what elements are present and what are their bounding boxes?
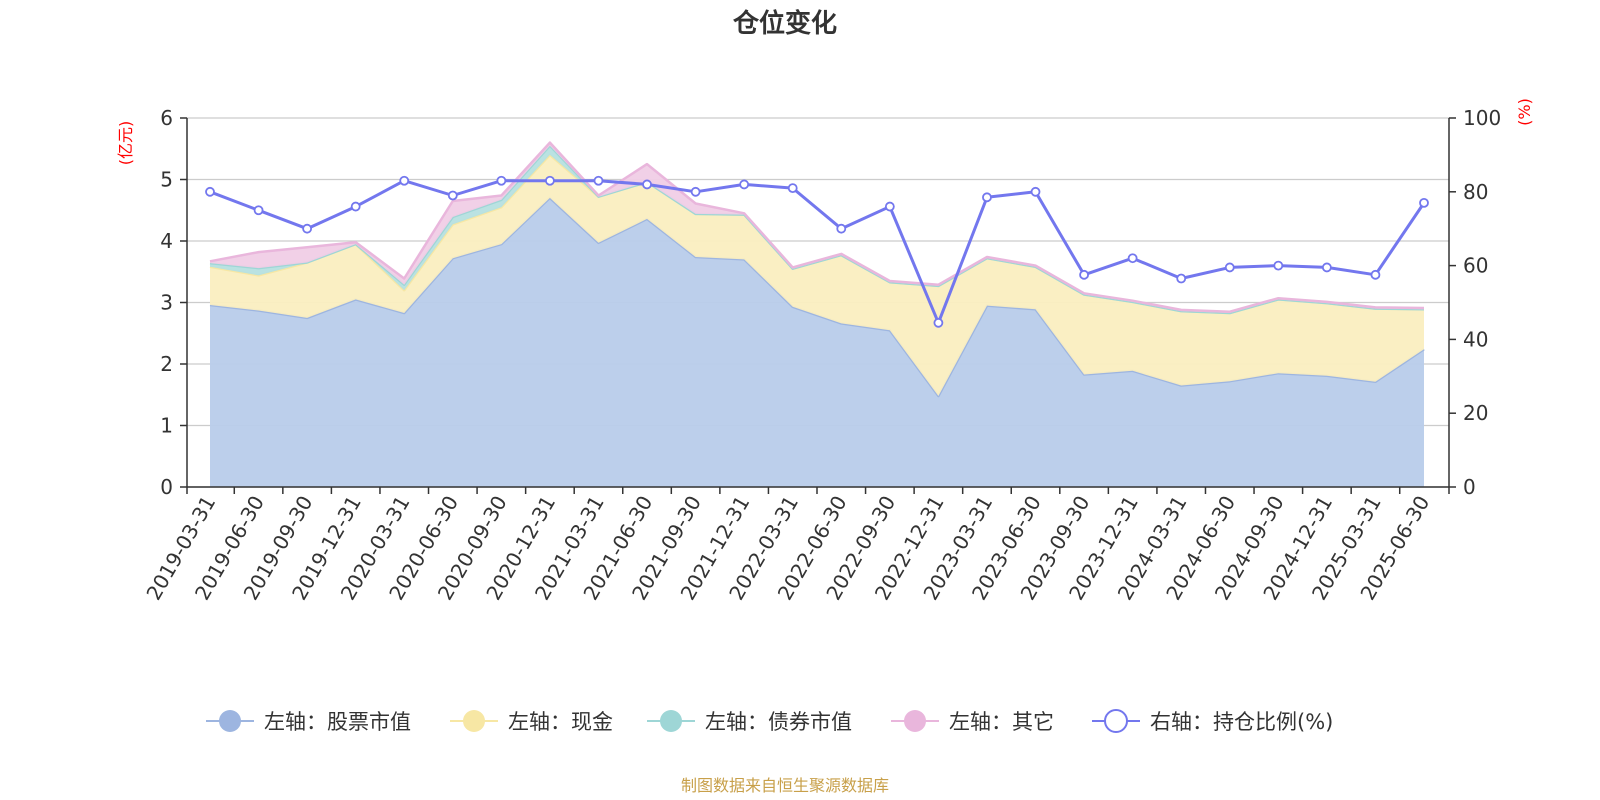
left-tick-label: 6	[160, 106, 173, 130]
area-series-2	[210, 154, 1424, 396]
ratio-point[interactable]	[545, 175, 555, 186]
ratio-point[interactable]	[1224, 262, 1235, 273]
ratio-point[interactable]	[253, 205, 264, 216]
legend-item-3[interactable]: 左轴：债券市值	[647, 710, 852, 734]
left-tick-label: 0	[160, 475, 173, 499]
left-tick-label: 4	[160, 229, 173, 253]
legend-marker-icon	[463, 710, 485, 732]
ratio-point[interactable]	[205, 186, 215, 197]
ratio-point[interactable]	[1370, 269, 1381, 280]
ratio-point[interactable]	[787, 183, 798, 194]
ratio-point[interactable]	[1176, 273, 1187, 284]
legend-marker-icon	[660, 710, 682, 732]
ratio-point[interactable]	[642, 179, 652, 190]
right-tick-label: 40	[1463, 327, 1488, 351]
right-tick-label: 0	[1463, 475, 1476, 499]
legend-marker-icon	[219, 710, 241, 732]
ratio-point[interactable]	[350, 201, 361, 212]
ratio-point[interactable]	[1030, 186, 1041, 197]
ratio-point[interactable]	[982, 192, 992, 203]
ratio-point[interactable]	[884, 201, 895, 212]
right-tick-label: 20	[1463, 401, 1488, 425]
legend-item-4[interactable]: 左轴：其它	[891, 710, 1054, 734]
ratio-line-path	[209, 179, 1426, 325]
legend-label: 右轴：持仓比例(%)	[1150, 710, 1333, 734]
chart-title: 仓位变化	[732, 8, 837, 39]
legend[interactable]: 左轴：股票市值 左轴：现金 左轴：债券市值 左轴：其它 右轴：持仓比例(%)	[206, 709, 1333, 734]
legend-label: 左轴：其它	[949, 710, 1054, 734]
area-series-4	[210, 142, 1424, 313]
legend-item-1[interactable]: 左轴：股票市值	[206, 710, 411, 734]
ratio-point[interactable]	[690, 186, 701, 197]
legend-marker-icon	[904, 710, 926, 732]
right-tick-label: 100	[1463, 106, 1501, 130]
legend-label: 左轴：现金	[508, 710, 613, 734]
left-tick-label: 3	[160, 291, 173, 315]
legend-marker-icon	[1104, 709, 1128, 733]
area-series-1	[210, 197, 1424, 487]
right-tick-label: 60	[1463, 254, 1488, 278]
left-tick-label: 2	[160, 352, 173, 376]
ratio-point[interactable]	[1127, 253, 1138, 264]
ratio-point[interactable]	[836, 223, 847, 234]
ratio-point[interactable]	[739, 179, 750, 190]
ratio-point[interactable]	[933, 317, 944, 328]
stacked-areas	[209, 141, 1425, 487]
ratio-point[interactable]	[593, 175, 604, 186]
left-axis-unit: (亿元)	[116, 121, 135, 166]
left-tick-label: 1	[160, 414, 173, 438]
ratio-point[interactable]	[399, 175, 410, 186]
right-tick-label: 80	[1463, 180, 1488, 204]
legend-item-2[interactable]: 左轴：现金	[450, 710, 613, 734]
legend-label: 左轴：股票市值	[264, 710, 411, 734]
legend-item-5[interactable]: 右轴：持仓比例(%)	[1092, 709, 1333, 734]
data-source-note: 制图数据来自恒生聚源数据库	[681, 776, 889, 795]
ratio-point[interactable]	[1419, 197, 1429, 208]
ratio-point[interactable]	[1321, 262, 1332, 273]
area-edge-series-4	[209, 141, 1425, 313]
right-axis-unit: (%)	[1515, 98, 1534, 126]
ratio-point[interactable]	[1079, 269, 1089, 280]
ratio-point[interactable]	[1273, 260, 1284, 271]
left-tick-label: 5	[160, 168, 173, 192]
ratio-point[interactable]	[496, 175, 507, 186]
ratio-point[interactable]	[447, 190, 458, 201]
legend-label: 左轴：债券市值	[705, 710, 852, 734]
ratio-line	[205, 175, 1429, 328]
ratio-point[interactable]	[302, 223, 313, 234]
